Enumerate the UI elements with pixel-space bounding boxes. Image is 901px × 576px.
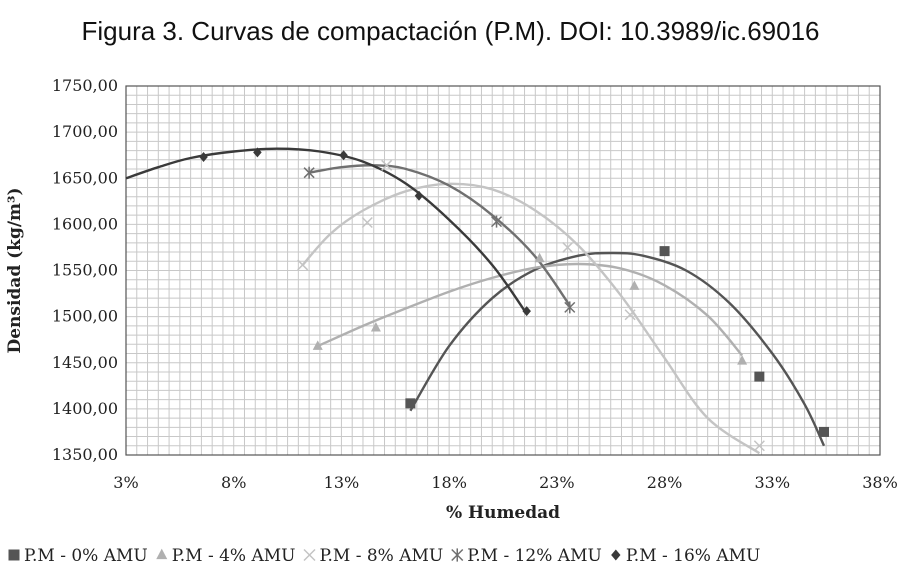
marker-stroke [361,216,373,229]
y-tick-label: 1550,00 [52,261,118,280]
legend-label-4: P.M - 16% AMU [626,546,761,566]
data-point-series-4 [339,150,348,161]
plot-frame [125,85,881,456]
legend-marker-1 [156,548,168,560]
legend-item-3: P.M - 12% AMU [451,546,602,566]
data-point-series-0 [754,371,765,382]
trend-line-series-3 [308,164,571,307]
data-point-series-2 [562,241,574,253]
legend-label-3: P.M - 12% AMU [467,546,602,566]
data-point-series-0 [659,246,670,257]
data-point-series-2 [381,159,393,171]
x-tick-label: 28% [647,473,683,492]
legend-marker-0 [8,549,20,561]
figure-title: Figura 3. Curvas de compactación (P.M). … [81,16,820,46]
marker-stroke [303,548,316,562]
y-tick-label: 1400,00 [52,399,118,418]
data-point-series-4 [522,306,531,317]
trend-line-series-2 [301,182,761,455]
legend-label-0: P.M - 0% AMU [24,546,148,566]
marker-stroke [562,241,574,253]
trend-line-series-1 [317,262,744,357]
data-markers [199,147,829,452]
data-point-series-4 [414,190,424,201]
x-tick-label: 3% [113,473,138,492]
y-tick-label: 1650,00 [52,168,118,187]
x-tick-label: 18% [431,473,467,492]
data-point-series-2 [624,309,636,321]
legend-label-2: P.M - 8% AMU [320,546,444,566]
legend-label-1: P.M - 4% AMU [172,546,296,566]
legend-item-2: P.M - 8% AMU [303,546,444,566]
data-point-series-4 [253,147,262,158]
trend-lines [125,147,826,455]
y-tick-label: 1600,00 [52,214,118,233]
marker-stroke [297,259,309,271]
trend-line-series-4 [125,147,528,315]
data-point-series-0 [818,426,829,437]
data-point-series-0 [405,398,416,409]
legend-item-4: P.M - 16% AMU [611,546,760,566]
x-tick-labels: 3% 8% 13% 18% 23% 28% 33% 38% [113,473,897,492]
marker-stroke [381,159,393,171]
legend-item-0: P.M - 0% AMU [8,546,148,566]
grid [125,85,881,456]
x-tick-label: 8% [221,473,246,492]
y-tick-label: 1500,00 [52,307,118,326]
y-tick-label: 1750,00 [52,76,118,95]
data-point-series-1 [370,321,381,332]
legend: P.M - 0% AMU P.M - 4% AMU P.M - 8% AMU P.M … [8,546,760,566]
x-tick-label: 13% [324,473,360,492]
data-point-series-3 [491,215,503,228]
data-point-series-1 [534,252,545,263]
legend-item-1: P.M - 4% AMU [156,546,296,566]
y-tick-label: 1350,00 [52,445,118,464]
y-tick-labels: 1350,00 1400,00 1450,00 1500,00 1550,00 1600,… [52,76,118,464]
legend-marker-2 [303,548,316,562]
x-tick-label: 33% [755,473,791,492]
data-point-series-2 [753,440,765,452]
y-tick-label: 1700,00 [52,122,118,141]
y-axis-title: Densidad (kg/m³) [5,187,25,353]
data-point-series-1 [629,280,640,290]
x-tick-label: 38% [862,473,898,492]
data-point-series-1 [737,355,748,365]
trend-line-series-0 [409,251,826,447]
x-axis-title: % Humedad [446,503,560,523]
data-point-series-2 [361,216,373,229]
data-point-series-1 [312,340,323,350]
data-point-series-4 [199,152,208,163]
marker-stroke [624,309,636,321]
data-point-series-2 [297,259,309,271]
marker-stroke [753,440,765,452]
legend-marker-4 [611,549,621,561]
y-tick-label: 1450,00 [52,353,118,372]
data-point-series-3 [564,301,576,314]
data-point-series-3 [303,166,315,179]
legend-marker-3 [451,548,464,562]
x-tick-label: 23% [539,473,575,492]
